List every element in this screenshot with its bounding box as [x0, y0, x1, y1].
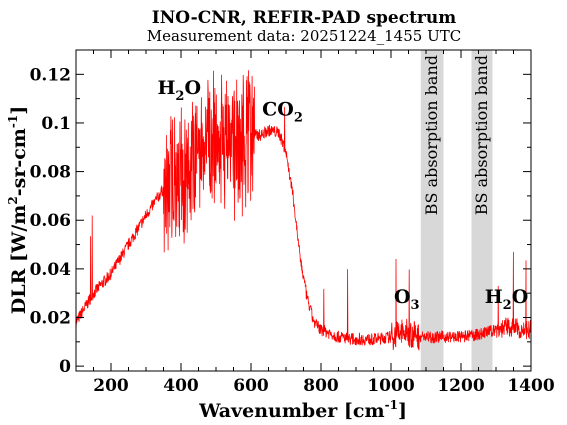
annotation-1: H2O [157, 77, 201, 104]
chart-title: INO-CNR, REFIR-PAD spectrum [152, 8, 456, 28]
spectrum-series [75, 70, 532, 351]
annotation-2: CO2 [262, 99, 303, 126]
plot-frame [75, 49, 532, 372]
x-tick-label: 600 [233, 376, 269, 396]
x-tick-label: 1200 [437, 376, 484, 396]
absorption-band-2 [471, 50, 493, 371]
y-tick-label: 0.04 [30, 260, 72, 280]
chart-subtitle: Measurement data: 20251224_1455 UTC [147, 27, 461, 45]
y-tick-label: 0.08 [30, 163, 71, 183]
y-tick-label: 0.02 [30, 309, 71, 329]
x-tick-label: 200 [93, 376, 129, 396]
spectrum-line-1 [75, 70, 532, 351]
y-tick-label: 0.06 [30, 211, 71, 231]
absorption-band-label-1: BS absorption band [422, 55, 441, 215]
annotations: H2O CO2 O3 H2O [157, 77, 528, 313]
y-tick-label: 0 [59, 357, 71, 377]
x-tick-label: 400 [163, 376, 199, 396]
x-tick-label: 1400 [507, 376, 554, 396]
annotation-4: H2O [485, 286, 529, 313]
absorption-bands: BS absorption band BS absorption band [420, 50, 493, 371]
x-tick-label: 1000 [367, 376, 414, 396]
x-axis-label: Wavenumber [cm-1] [198, 398, 407, 422]
x-tick-label: 800 [303, 376, 339, 396]
y-axis-ticks: 0 0.02 0.04 0.06 0.08 0.1 0.12 [30, 65, 531, 377]
y-tick-label: 0.1 [41, 114, 71, 134]
y-axis-label: DLR [W/m2-sr-cm-1] [6, 106, 30, 314]
y-tick-label: 0.12 [30, 65, 71, 85]
annotation-3: O3 [394, 286, 420, 313]
absorption-band-1 [420, 50, 444, 371]
x-axis-ticks: 200 400 600 800 1000 1200 1400 [75, 50, 555, 396]
absorption-band-label-2: BS absorption band [472, 55, 491, 215]
